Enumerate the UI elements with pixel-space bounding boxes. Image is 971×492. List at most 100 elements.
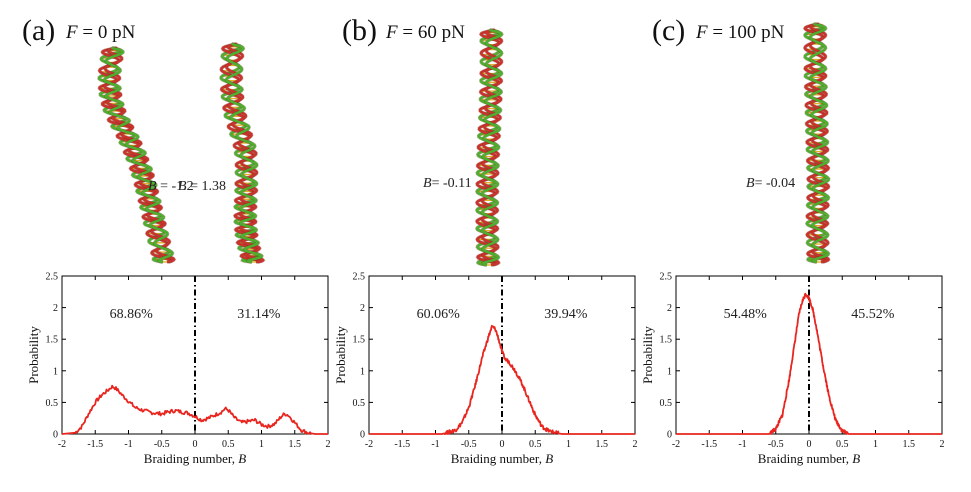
panel-b-force-label: F = 60 pN [385,22,465,43]
dna-strand [809,22,830,264]
x-tick-label: -2 [365,439,373,450]
percent-right: 45.52% [851,307,895,322]
structure-c-b-value: = -0.04 [755,176,796,191]
x-axis-title-text: Braiding number, [144,451,238,466]
panel-a-label: (a) [22,14,55,47]
panel-b-force-value: = 60 pN [398,22,465,43]
x-tick-label: -0.5 [768,439,784,450]
plot-c: -2 -1.5 -1 -0.5 0 0.5 1 1.5 2 0 0.5 1 1.5 2 2.5 Braidin… [640,272,945,467]
y-tick-label: 2 [667,303,672,314]
plot-a: -2 -1.5 -1 -0.5 0 0.5 1 1.5 2 0 0.5 1 1.5 2 2.5 Braidin… [26,272,331,467]
dna-strand [481,28,503,267]
x-tick-label: -1 [431,439,439,450]
x-axis-title: Braiding number, B [451,451,553,466]
dna-strand [103,46,176,264]
x-tick-label: -2 [58,439,66,450]
x-axis-title: Braiding number, B [758,451,860,466]
panel-a-force-var: F [65,22,78,43]
panel-c-force-value: = 100 pN [708,22,785,43]
structure-a1-b-value: = -1.2 [157,179,194,194]
x-tick-label: -0.5 [461,439,477,450]
percent-right: 31.14% [237,307,281,322]
panel-b-force-var: F [385,22,398,43]
x-axis-title-text: Braiding number, [758,451,852,466]
y-tick-label: 1 [667,366,672,377]
panel-a: (a) F = 0 pN B = -1.2 B = 1.38 -2 -1.5 -1 -… [22,14,331,466]
y-tick-label: 2.5 [353,272,366,283]
structure-b-b-label: B= -0.11 [423,176,472,191]
panel-a-force-label: F = 0 pN [65,22,136,43]
x-tick-label: 0.5 [529,439,542,450]
y-tick-label: 0 [360,430,365,441]
y-tick-label: 2 [53,303,58,314]
x-tick-label: 2 [940,439,945,450]
x-tick-label: 0.5 [222,439,235,450]
plot-b: -2 -1.5 -1 -0.5 0 0.5 1 1.5 2 0 0.5 1 1.5 2 2.5 Braidin… [333,272,638,467]
structure-c-b-var: B [746,176,755,191]
structure-c-b-label: B= -0.04 [746,176,795,191]
y-tick-label: 0.5 [353,398,366,409]
x-tick-label: -1 [124,439,132,450]
y-tick-label: 1.5 [46,335,59,346]
y-tick-label: 0 [53,430,58,441]
y-tick-label: 0 [667,430,672,441]
y-tick-label: 0.5 [46,398,59,409]
x-axis-title-var: B [852,451,860,466]
x-tick-label: 1.5 [596,439,609,450]
structure-a2-b-value: = 1.38 [187,179,226,194]
y-axis-title: Probability [333,326,348,384]
x-tick-label: 1.5 [903,439,916,450]
y-tick-label: 1.5 [660,335,673,346]
dna-structure-b [474,28,504,267]
y-tick-label: 2 [360,303,365,314]
panel-c-label: (c) [652,14,685,47]
y-tick-label: 2.5 [46,272,59,283]
panel-c-force-label: F = 100 pN [695,22,785,43]
x-tick-label: -1.5 [87,439,103,450]
x-tick-label: -1.5 [701,439,717,450]
dna-structure-c [802,22,831,264]
x-tick-label: 1 [566,439,571,450]
x-tick-label: -1 [738,439,746,450]
dna-strand [225,42,264,264]
panel-b-label: (b) [342,14,377,47]
y-tick-label: 2.5 [660,272,673,283]
x-tick-label: -2 [672,439,680,450]
x-tick-label: 0 [807,439,812,450]
dna-strand [225,42,265,264]
y-axis-title: Probability [26,326,41,384]
percent-left: 60.06% [417,307,461,322]
y-tick-label: 1 [53,366,58,377]
x-tick-label: 1 [259,439,264,450]
structure-b-b-var: B [423,176,432,191]
x-axis-title-var: B [238,451,246,466]
percent-left: 54.48% [724,307,768,322]
dna-strand [809,22,830,264]
panel-a-force-value: = 0 pN [78,22,136,43]
x-tick-label: -1.5 [394,439,410,450]
x-axis-title: Braiding number, B [144,451,246,466]
dna-strand [481,28,503,267]
x-axis-title-text: Braiding number, [451,451,545,466]
structure-a2-b-var: B [178,179,187,194]
dna-structure-a2 [219,42,266,264]
x-axis-title-var: B [545,451,553,466]
structure-a1-b-label: B = -1.2 [148,179,194,194]
dna-strand [103,46,174,264]
x-tick-label: 0 [500,439,505,450]
dna-structure-a1 [97,46,177,264]
probability-curve [369,324,635,435]
panel-b: (b) F = 60 pN B= -0.11 -2 -1.5 -1 -0.5 0 0.5 1… [333,14,638,466]
percent-right: 39.94% [544,307,588,322]
structure-b-b-value: = -0.11 [432,176,472,191]
percent-left: 68.86% [110,307,154,322]
x-tick-label: 2 [326,439,331,450]
x-tick-label: 0.5 [836,439,849,450]
x-tick-label: -0.5 [154,439,170,450]
probability-curve [61,384,328,435]
structure-a1-b-var: B [148,179,157,194]
panel-c-force-var: F [695,22,708,43]
y-tick-label: 1 [360,366,365,377]
x-tick-label: 2 [633,439,638,450]
